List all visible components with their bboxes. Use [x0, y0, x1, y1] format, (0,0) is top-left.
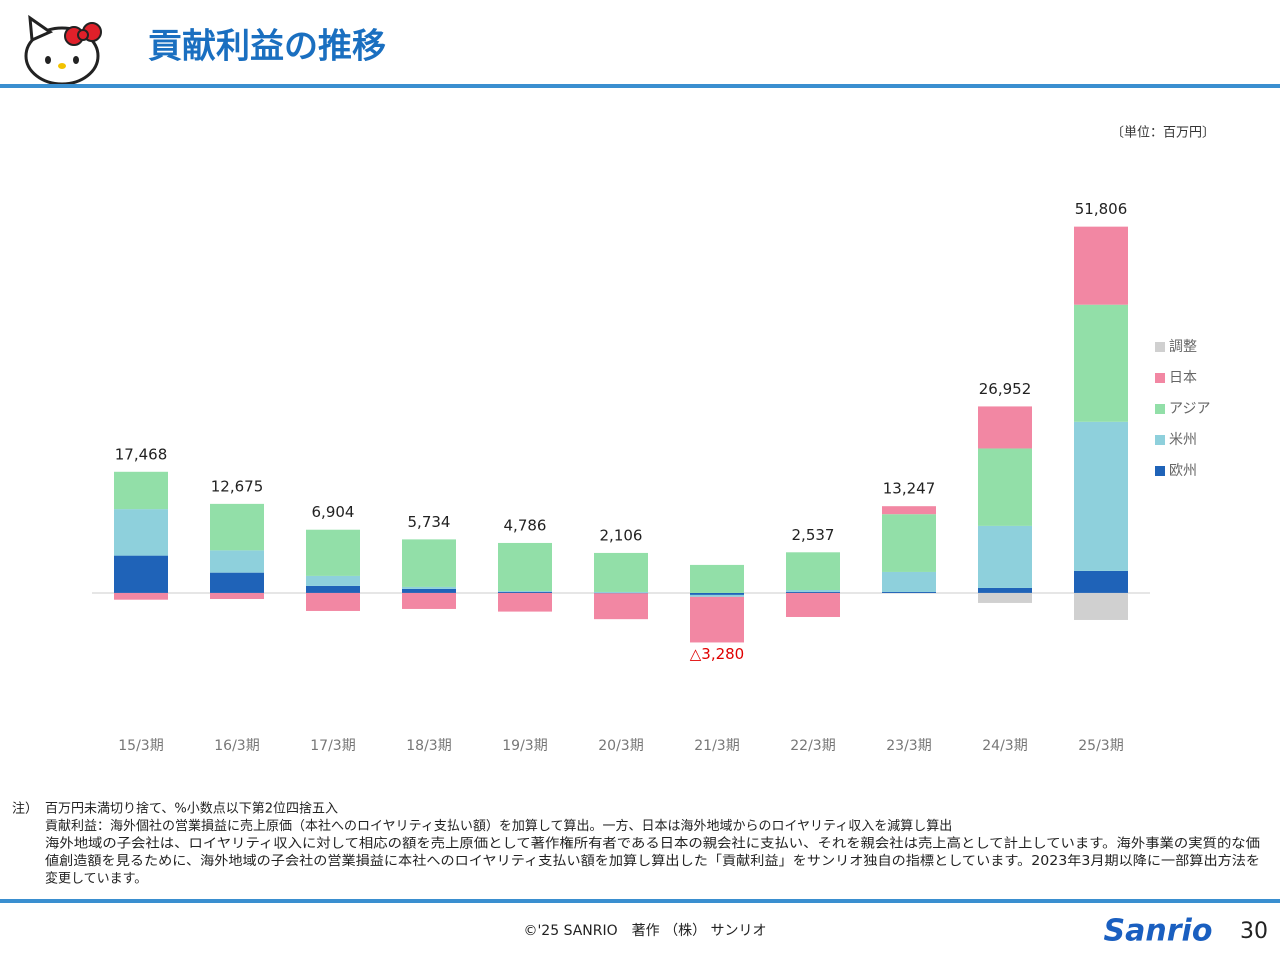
legend-swatch — [1155, 342, 1165, 352]
bar-segment — [594, 593, 648, 620]
notes: 注） 百万円未満切り捨て、%小数点以下第2位四捨五入貢献利益：海外個社の営業損益… — [12, 801, 1260, 887]
unit-label: 〔単位：百万円〕 — [1111, 125, 1215, 141]
total-label: 26,952 — [979, 380, 1032, 398]
bar-segment — [786, 591, 840, 593]
x-tick-label: 17/3期 — [310, 738, 355, 754]
note-line: 百万円未満切り捨て、%小数点以下第2位四捨五入 — [45, 801, 338, 817]
bar-segment — [882, 506, 936, 515]
bar-segment — [306, 529, 360, 576]
legend-swatch — [1155, 373, 1165, 383]
total-label: △3,280 — [690, 645, 744, 663]
header-rule — [0, 84, 1280, 88]
legend-label: アジア — [1169, 401, 1210, 417]
bar-segment — [498, 590, 552, 592]
x-tick-label: 15/3期 — [118, 738, 163, 754]
logo: Sanrio — [1104, 914, 1213, 949]
bar-segment — [1074, 304, 1128, 422]
bar-segment — [978, 406, 1032, 449]
x-tick-label: 19/3期 — [502, 738, 547, 754]
bar-segment — [978, 448, 1032, 526]
total-label: 51,806 — [1075, 200, 1128, 218]
bar-segment — [498, 591, 552, 593]
x-tick-label: 18/3期 — [406, 738, 451, 754]
total-label: 2,106 — [600, 526, 643, 544]
bar-segment — [978, 525, 1032, 588]
note-line: 値創造額を見るために、海外地域の子会社の営業損益に本社へのロイヤリティ支払い額を… — [45, 853, 1260, 869]
bar-segment — [402, 588, 456, 593]
bar-segment — [978, 587, 1032, 593]
legend-label: 調整 — [1169, 339, 1197, 355]
total-label: 2,537 — [792, 526, 835, 544]
bar-segment — [114, 471, 168, 510]
total-label: 6,904 — [312, 503, 355, 521]
footer-rule — [0, 899, 1280, 903]
bar-segment — [690, 592, 744, 595]
bar-segment — [978, 592, 1032, 603]
total-label: 17,468 — [115, 445, 168, 463]
slide-title: 貢献利益の推移 — [148, 27, 386, 67]
legend-swatch — [1155, 404, 1165, 414]
bar-segment — [210, 592, 264, 600]
note-line: 海外地域の子会社は、ロイヤリティ収入に対して相応の額を売上原価として著作権所有者… — [45, 836, 1260, 852]
total-label: 5,734 — [408, 513, 451, 531]
legend-label: 欧州 — [1169, 463, 1197, 479]
kitty-icon — [24, 14, 102, 86]
copyright: ©'25 SANRIO 著作 （株） サンリオ — [523, 923, 766, 939]
bar-segment — [882, 591, 936, 593]
bar-segment — [786, 590, 840, 592]
bar-segment — [402, 539, 456, 587]
x-tick-label: 20/3期 — [598, 738, 643, 754]
bar-segment — [690, 596, 744, 643]
bar-segment — [498, 592, 552, 612]
x-tick-label: 25/3期 — [1078, 738, 1123, 754]
bar-segment — [498, 542, 552, 591]
bar-segment — [786, 552, 840, 590]
bar-segment — [210, 572, 264, 593]
bar-segment — [1074, 226, 1128, 305]
bar-segment — [210, 503, 264, 551]
bar-segment — [882, 571, 936, 592]
bar-segment — [402, 586, 456, 589]
bar-segment — [402, 592, 456, 609]
x-tick-label: 23/3期 — [886, 738, 931, 754]
x-tick-label: 21/3期 — [694, 738, 739, 754]
bar-segment — [1074, 421, 1128, 571]
bar-segment — [1074, 570, 1128, 593]
legend-swatch — [1155, 466, 1165, 476]
bar-segment — [114, 555, 168, 593]
page-number: 30 — [1240, 919, 1268, 944]
bar-segment — [690, 564, 744, 593]
legend-swatch — [1155, 435, 1165, 445]
bar-segment — [690, 594, 744, 597]
bar-segment — [306, 575, 360, 586]
bar-segment — [306, 585, 360, 593]
bar-segment — [594, 591, 648, 593]
total-label: 4,786 — [504, 516, 547, 534]
bar-segment — [1074, 592, 1128, 620]
legend-label: 日本 — [1169, 370, 1197, 386]
note-line: 貢献利益：海外個社の営業損益に売上原価（本社へのロイヤリティ支払い額）を加算して… — [45, 818, 952, 834]
note-line: 変更しています。 — [45, 871, 147, 887]
x-tick-label: 24/3期 — [982, 738, 1027, 754]
bar-segment — [786, 592, 840, 617]
total-label: 12,675 — [211, 477, 264, 495]
bar-segment — [594, 552, 648, 592]
bar-segment — [114, 509, 168, 556]
total-label: 13,247 — [883, 480, 936, 498]
x-tick-label: 16/3期 — [214, 738, 259, 754]
bar-segment — [114, 592, 168, 600]
x-tick-label: 22/3期 — [790, 738, 835, 754]
bar-segment — [210, 550, 264, 573]
bar-segment — [882, 514, 936, 572]
legend-label: 米州 — [1169, 432, 1197, 448]
bar-segment — [306, 592, 360, 611]
note-prefix: 注） — [12, 802, 38, 817]
